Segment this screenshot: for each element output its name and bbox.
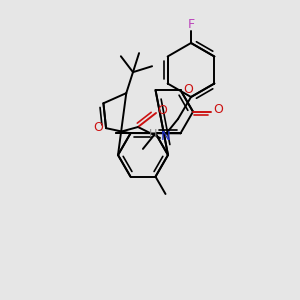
- Text: O: O: [93, 121, 103, 134]
- Text: O: O: [213, 103, 223, 116]
- Text: O: O: [184, 82, 194, 95]
- Text: N: N: [161, 130, 171, 143]
- Text: H: H: [149, 129, 157, 139]
- Text: F: F: [188, 17, 195, 31]
- Text: O: O: [157, 104, 167, 118]
